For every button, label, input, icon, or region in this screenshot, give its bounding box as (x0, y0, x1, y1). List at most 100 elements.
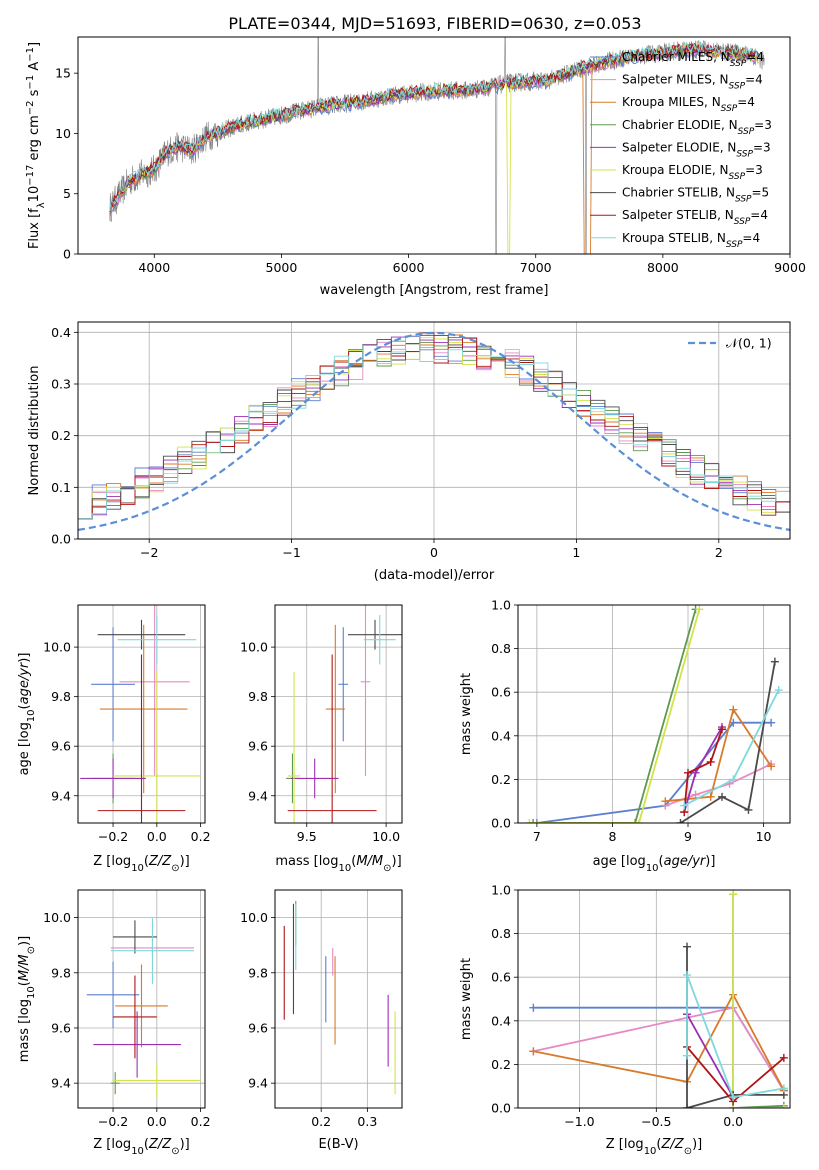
y-tick-label: 0.3 (51, 377, 71, 392)
mass-weight-point-marker (683, 1051, 692, 1060)
legend-nssp-value: =5 (752, 186, 770, 200)
age-vs-mass-panel: 9.5 10.0 9.4 9.6 9.8 10.0 mass [log10(M/M⊙)] (240, 604, 403, 874)
y-axis-label: age [log10(age/yr)] (17, 653, 37, 776)
y-tick-label: 0.0 (491, 1101, 511, 1116)
y-axis-label: mass weight (459, 958, 474, 1040)
legend-entry: Chabrier MILES, NSSP=4 (622, 50, 764, 69)
x-tick-label: 5000 (266, 260, 298, 275)
mass-weight-point-marker (661, 797, 670, 806)
y-tick-label: 0.4 (491, 1013, 511, 1028)
legend-entry: Chabrier STELIB, NSSP=5 (622, 186, 769, 205)
legend-nssp-prefix: N (720, 163, 729, 177)
mass-weight-series-line (686, 946, 784, 1108)
gaussian-reference-curve (78, 331, 790, 531)
y-tick-label: 0.0 (491, 816, 511, 831)
mass-weight-series-line (529, 609, 701, 823)
mass-weight-series-line (683, 689, 780, 807)
x-tick-label: 1 (572, 545, 580, 560)
spectrum-panel: 4000 5000 6000 7000 8000 9000 0 5 10 15 wavelength… (25, 36, 806, 298)
mass-weight-point-marker (529, 1047, 538, 1056)
legend-nssp-prefix: N (725, 208, 734, 222)
axes-frame (517, 889, 791, 1109)
label-part: Flux [f (27, 208, 42, 249)
mass-weight-series-line (679, 661, 776, 823)
axes-frame (274, 889, 403, 1109)
y-tick-label: 9.6 (51, 739, 71, 754)
label-part: 10 (26, 986, 37, 999)
legend-nssp-sub: SSP (735, 195, 752, 205)
x-tick-label: 2 (715, 545, 723, 560)
legend-model-name: Kroupa MILES, (622, 95, 712, 109)
axes-frame (77, 321, 791, 540)
y-tick-label: 10.0 (43, 910, 71, 925)
x-tick-label: 0.0 (723, 1114, 743, 1129)
y-tick-label: 9.4 (51, 1076, 71, 1091)
x-tick-label: 9 (684, 829, 692, 844)
label-part: ( (144, 854, 149, 869)
label-part: age [log (17, 722, 32, 775)
y-tick-label: 1.0 (491, 883, 511, 898)
x-tick-label: −0.5 (641, 1114, 671, 1129)
figure-title: PLATE=0344, MJD=51693, FIBERID=0630, z=0… (228, 14, 641, 33)
label-part: ] (27, 42, 42, 47)
label-part: Z [log (606, 1137, 644, 1152)
label-part: )] (180, 854, 190, 869)
legend-nssp-value: =3 (754, 118, 772, 132)
y-tick-label: 5 (63, 186, 71, 201)
x-tick-label: −0.2 (98, 1114, 128, 1129)
label-part: )] (17, 936, 32, 946)
y-tick-label: 0.2 (491, 772, 511, 787)
y-tick-label: 0.0 (51, 532, 71, 547)
legend-nssp-sub: SSP (726, 240, 743, 250)
label-part: )] (180, 1137, 190, 1152)
legend-nssp-sub: SSP (729, 82, 746, 92)
legend-entry: Salpeter STELIB, NSSP=4 (622, 208, 768, 227)
label-part: Z [log (93, 854, 131, 869)
label-part: mass [log (17, 999, 32, 1062)
y-axis-label: Normed distribution (27, 366, 42, 496)
mass-weight-point-marker (634, 819, 643, 823)
label-part: A (27, 62, 42, 75)
x-tick-label: 9000 (774, 260, 806, 275)
label-part: s (27, 89, 42, 100)
label-part: ( (17, 704, 32, 709)
x-tick-label: 0.2 (191, 829, 211, 844)
mass-weight-point-marker (770, 657, 779, 666)
x-tick-label: 10.0 (372, 829, 400, 844)
legend-nssp-value: =4 (746, 50, 764, 64)
x-tick-label: −1 (282, 545, 300, 560)
y-tick-label: 9.8 (248, 689, 268, 704)
age-vs-metallicity-panel: −0.2 0.0 0.29.49.69.810.0Z [log10(Z/Z⊙)]ag… (17, 604, 211, 874)
axes-frame (77, 36, 791, 255)
x-tick-label: 0.3 (357, 1114, 377, 1129)
mass-weight-point-marker (683, 971, 692, 980)
legend-nssp-prefix: N (721, 50, 730, 64)
mass-weight-point-marker (744, 805, 753, 814)
x-tick-label: 0.0 (147, 829, 167, 844)
legend-entry: Kroupa MILES, NSSP=4 (622, 95, 755, 114)
y-tick-label: 9.4 (248, 788, 268, 803)
mass-weight-point-marker (767, 718, 776, 727)
mass-weight-vs-metallicity-panel: −1.0 −0.5 0.0 0.0 0.2 0.4 0.6 0.8 1.0 Z [log10(Z/… (459, 883, 791, 1157)
mass-vs-ebv-panel: 0.2 0.3 9.4 9.6 9.8 10.0 E(B-V) (240, 889, 403, 1152)
y-tick-label: 0.4 (491, 728, 511, 743)
label-part: M/M (17, 954, 32, 981)
x-tick-label: 10 (756, 829, 772, 844)
x-tick-label: 7 (533, 829, 541, 844)
mass-weight-point-marker (691, 790, 700, 799)
legend-entry: Salpeter ELODIE, NSSP=3 (622, 140, 771, 159)
y-tick-label: 9.4 (248, 1076, 268, 1091)
x-axis-label: wavelength [Angstrom, rest frame] (320, 283, 549, 298)
model-spectrum-line (109, 41, 759, 212)
legend-nssp-sub: SSP (730, 59, 747, 69)
label-part: 10 (131, 1146, 144, 1157)
legend-nssp-prefix: N (717, 231, 726, 245)
x-tick-label: 0 (430, 545, 438, 560)
x-tick-label: −0.2 (98, 829, 128, 844)
mass-weight-point-marker (529, 819, 538, 823)
mass-weight-point-marker (729, 705, 738, 714)
label-part: ⊙ (171, 1146, 179, 1157)
label-part: )] (705, 854, 715, 869)
y-tick-label: 0.1 (51, 480, 71, 495)
